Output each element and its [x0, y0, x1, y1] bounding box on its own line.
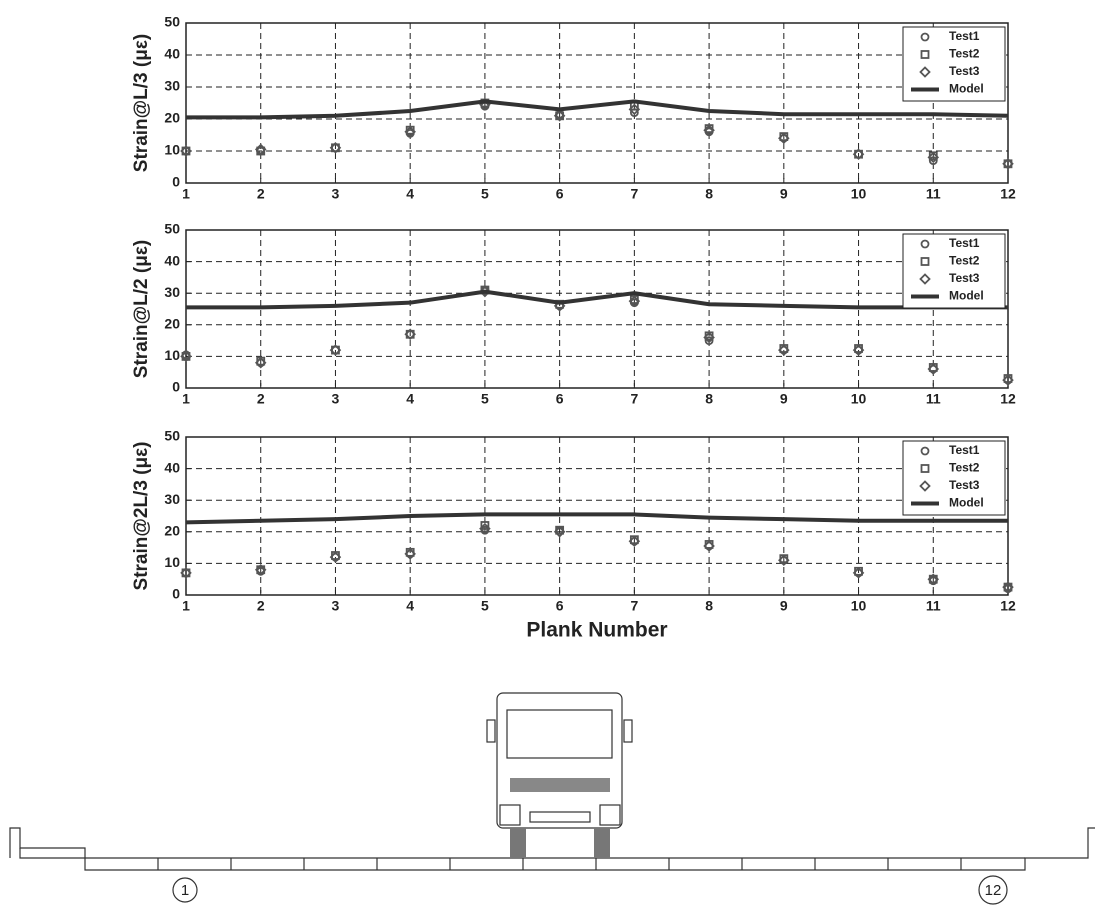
- x-tick-label: 1: [182, 598, 190, 614]
- x-tick-label: 8: [705, 186, 713, 202]
- legend-label: Model: [949, 496, 984, 510]
- x-tick-label: 2: [257, 598, 265, 614]
- model-line: [186, 101, 1008, 117]
- x-tick-label: 9: [780, 186, 788, 202]
- x-tick-label: 12: [1000, 391, 1016, 407]
- legend-label: Test2: [949, 254, 980, 268]
- x-tick-label: 12: [1000, 186, 1016, 202]
- y-tick-label: 50: [164, 428, 180, 444]
- x-tick-label: 7: [630, 186, 638, 202]
- y-tick-label: 0: [172, 586, 180, 602]
- legend-label: Test1: [949, 29, 980, 43]
- x-tick-label: 1: [182, 391, 190, 407]
- x-tick-label: 3: [332, 186, 340, 202]
- x-tick-label: 7: [630, 598, 638, 614]
- x-tick-label: 11: [926, 186, 941, 202]
- truck-body: [497, 693, 622, 828]
- headlight: [500, 805, 520, 825]
- x-tick-label: 8: [705, 391, 713, 407]
- legend-label: Test1: [949, 443, 980, 457]
- x-tick-label: 5: [481, 186, 489, 202]
- truck: [487, 693, 632, 858]
- y-tick-label: 20: [164, 523, 180, 539]
- bumper: [530, 812, 590, 822]
- x-tick-label: 5: [481, 598, 489, 614]
- x-tick-label: 10: [851, 598, 867, 614]
- mirror: [624, 720, 632, 742]
- y-tick-label: 30: [164, 284, 180, 300]
- y-tick-label: 0: [172, 379, 180, 395]
- y-tick-label: 40: [164, 46, 180, 62]
- x-tick-label: 12: [1000, 598, 1016, 614]
- x-tick-label: 7: [630, 391, 638, 407]
- x-tick-label: 2: [257, 186, 265, 202]
- x-tick-label: 5: [481, 391, 489, 407]
- chart: 01020304050123456789101112Strain@L/2 (με…: [131, 221, 1016, 407]
- y-tick-label: 20: [164, 110, 180, 126]
- x-tick-label: 3: [332, 391, 340, 407]
- legend-label: Test3: [949, 271, 980, 285]
- x-tick-label: 1: [182, 186, 190, 202]
- x-tick-label: 9: [780, 391, 788, 407]
- y-tick-label: 10: [164, 554, 180, 570]
- windshield: [507, 710, 612, 758]
- y-tick-label: 10: [164, 142, 180, 158]
- legend-label: Model: [949, 82, 984, 96]
- legend-label: Test3: [949, 64, 980, 78]
- y-tick-label: 50: [164, 221, 180, 237]
- y-axis-label: Strain@L/3 (με): [131, 34, 152, 172]
- plank-joints: [85, 858, 1025, 870]
- curb: [20, 848, 85, 858]
- plot-frame: [186, 23, 1008, 183]
- y-tick-label: 40: [164, 252, 180, 268]
- legend-label: Test1: [949, 236, 980, 250]
- figure: 1 12 01020304050123456789101112Strain@L/…: [0, 0, 1100, 913]
- x-tick-label: 10: [851, 186, 867, 202]
- x-tick-label: 4: [406, 391, 414, 407]
- x-tick-label: 2: [257, 391, 265, 407]
- mirror: [487, 720, 495, 742]
- x-tick-label: 6: [556, 598, 564, 614]
- y-tick-label: 10: [164, 347, 180, 363]
- model-line: [186, 514, 1008, 522]
- x-tick-label: 11: [926, 598, 941, 614]
- y-tick-label: 20: [164, 316, 180, 332]
- x-tick-label: 9: [780, 598, 788, 614]
- model-line: [186, 292, 1008, 308]
- bridge-diagram: 1 12: [10, 693, 1095, 904]
- x-tick-label: 4: [406, 186, 414, 202]
- plank-label: 1: [181, 882, 189, 899]
- legend-label: Test2: [949, 461, 980, 475]
- grille: [510, 778, 610, 792]
- y-tick-label: 30: [164, 78, 180, 94]
- x-tick-label: 11: [926, 391, 941, 407]
- y-tick-label: 0: [172, 174, 180, 190]
- x-tick-label: 8: [705, 598, 713, 614]
- y-tick-label: 40: [164, 459, 180, 475]
- legend-label: Test2: [949, 47, 980, 61]
- wheel: [594, 828, 610, 858]
- legend-label: Model: [949, 289, 984, 303]
- deck-outline: [10, 828, 1095, 870]
- y-tick-label: 50: [164, 14, 180, 30]
- x-tick-label: 6: [556, 391, 564, 407]
- x-tick-label: 10: [851, 391, 867, 407]
- legend-label: Test3: [949, 478, 980, 492]
- x-axis-label: Plank Number: [526, 619, 667, 642]
- x-tick-label: 4: [406, 598, 414, 614]
- y-axis-label: Strain@2L/3 (με): [131, 442, 152, 591]
- y-axis-label: Strain@L/2 (με): [131, 240, 152, 378]
- x-tick-label: 6: [556, 186, 564, 202]
- y-tick-label: 30: [164, 491, 180, 507]
- headlight: [600, 805, 620, 825]
- x-tick-label: 3: [332, 598, 340, 614]
- wheel: [510, 828, 526, 858]
- plank-label: 12: [985, 882, 1002, 899]
